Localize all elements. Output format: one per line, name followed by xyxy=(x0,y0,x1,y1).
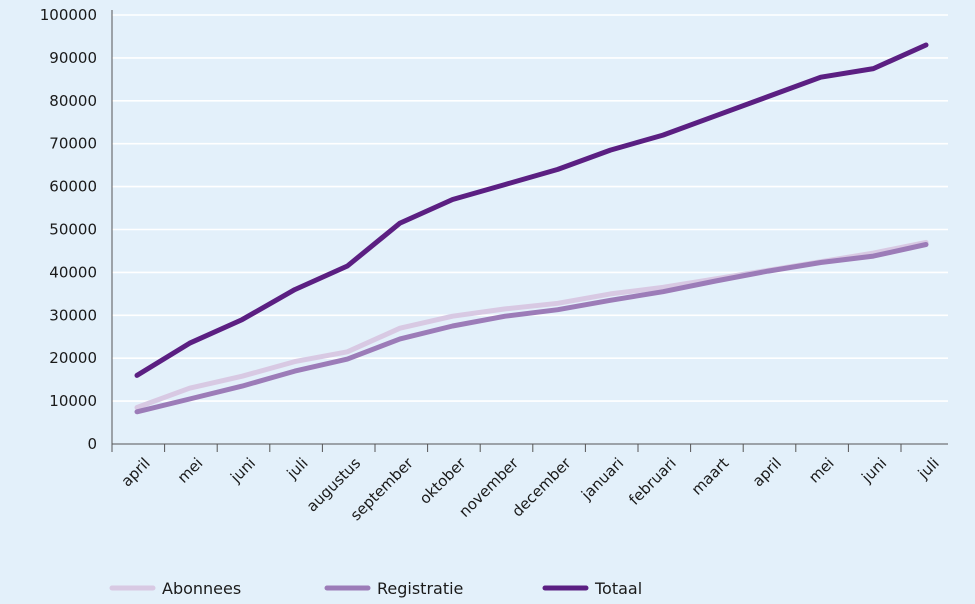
x-tick-label: mei xyxy=(805,454,838,487)
x-tick-label: maart xyxy=(688,454,733,499)
y-tick-label: 80000 xyxy=(49,92,97,110)
legend-label-totaal: Totaal xyxy=(594,579,642,598)
x-tick-label: juni xyxy=(226,454,259,487)
y-tick-label: 60000 xyxy=(49,178,97,196)
axes xyxy=(111,10,948,452)
x-tick-labels: april mei juni juliaugustusseptemberoktober… xyxy=(118,454,943,525)
legend-label-registratie: Registratie xyxy=(377,579,463,598)
x-tick-label: januari xyxy=(577,454,627,504)
x-tick-label: juli xyxy=(283,454,312,483)
y-tick-labels: 0 10000 20000 30000 40000 50000 60000 70000 8000… xyxy=(40,6,97,453)
x-tick-label: april xyxy=(118,454,154,490)
legend: Abonnees Registratie Totaal xyxy=(109,579,642,598)
x-tick-label: februari xyxy=(625,454,680,509)
y-tick-label: 20000 xyxy=(49,349,97,367)
x-tick-label: april xyxy=(749,454,785,490)
y-tick-label: 30000 xyxy=(49,306,97,324)
x-tick-label: oktober xyxy=(416,454,470,508)
y-tick-label: 0 xyxy=(87,435,97,453)
y-tick-label: 100000 xyxy=(40,6,97,24)
y-tick-label: 70000 xyxy=(49,135,97,153)
y-tick-label: 50000 xyxy=(49,221,97,239)
gridlines xyxy=(112,14,948,402)
legend-label-abonnees: Abonnees xyxy=(162,579,241,598)
x-tick-label: juni xyxy=(857,454,890,487)
y-tick-label: 90000 xyxy=(49,49,97,67)
y-tick-label: 40000 xyxy=(49,263,97,281)
y-tick-label: 10000 xyxy=(49,392,97,410)
x-tick-label: mei xyxy=(174,454,207,487)
series-line-totaal xyxy=(134,42,929,378)
x-tick-label: juli xyxy=(914,454,943,483)
series-line-registratie xyxy=(134,242,929,415)
series-lines xyxy=(134,42,929,415)
